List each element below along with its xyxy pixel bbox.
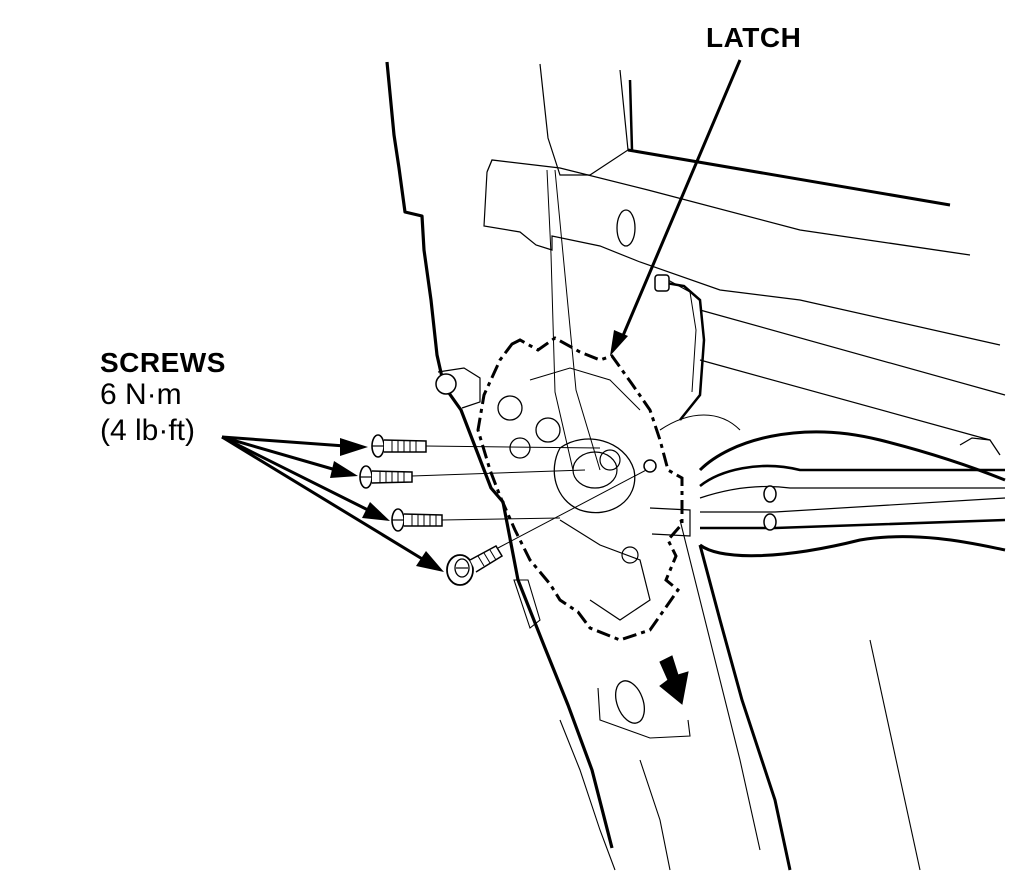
inner-panel-edge (483, 171, 1001, 346)
latch-hole-3 (509, 437, 531, 459)
torque-spec-lbft: (4 lb·ft) (100, 414, 196, 447)
guide-line-2 (554, 169, 601, 471)
latch-assembly-outline (476, 336, 684, 642)
latch-pivot (599, 449, 621, 471)
screw-3 (391, 508, 443, 532)
cable-end-upper (763, 485, 777, 503)
screws-callout-label: SCREWS (100, 347, 226, 378)
guide-line (546, 169, 574, 471)
screw-path-2 (411, 469, 586, 477)
lower-frame-line (559, 719, 616, 871)
latch-lower-hole (621, 546, 639, 564)
inner-panel-lower (699, 309, 1006, 396)
inner-panel-outline (486, 159, 971, 256)
door-frame-inner-line (539, 63, 629, 176)
screw-path-4 (497, 467, 651, 549)
latch-callout-label: LATCH (706, 22, 802, 53)
screw-1 (371, 434, 427, 458)
latch-rod (659, 280, 706, 421)
right-structure-lower (699, 535, 1006, 558)
pillar-line-1 (659, 414, 741, 431)
door-frame-left-edge (385, 61, 614, 849)
pillar-thin-right (869, 639, 921, 871)
cable-upper-inner (699, 485, 1005, 499)
latch-lever (559, 519, 651, 621)
latch-rod-inner (667, 279, 697, 393)
pillar-edge-heavy (698, 544, 792, 871)
removal-direction-arrow (659, 655, 689, 705)
screws-leaders (221, 435, 444, 572)
latch-hole-1 (497, 395, 523, 421)
screw-4 (446, 545, 504, 586)
screw-path-3 (441, 517, 561, 521)
cable-lower-inner (700, 518, 1006, 530)
cable-lower-outer (700, 497, 1006, 513)
lower-slot (513, 579, 541, 629)
screw-path-1 (424, 445, 601, 449)
lower-bracket (597, 687, 691, 739)
mount-boss (435, 373, 457, 395)
inner-panel-bottom (699, 359, 991, 441)
right-tab (959, 437, 1001, 456)
door-frame-inner-line-2 (627, 148, 951, 207)
pillar-inner-edge (679, 519, 761, 851)
latch-hole-2 (535, 417, 561, 443)
cable-clip (649, 507, 691, 537)
panel-slot (616, 209, 636, 247)
lower-hole (615, 680, 645, 724)
screw-2 (359, 465, 413, 489)
right-structure-edge (698, 430, 1006, 482)
cable-upper-outer (699, 464, 1005, 488)
torque-spec-nm: 6 N·m (100, 378, 182, 411)
mount-boss-body (437, 367, 481, 409)
latch-rotor (553, 438, 636, 514)
lower-frame-line-2 (639, 759, 671, 871)
latch-leader (610, 59, 742, 356)
rod-end-cap (654, 274, 670, 292)
screw-target (643, 459, 657, 473)
latch-cover-line (529, 367, 641, 411)
cable-end-lower (763, 513, 777, 531)
door-frame-top-thin (628, 79, 634, 151)
